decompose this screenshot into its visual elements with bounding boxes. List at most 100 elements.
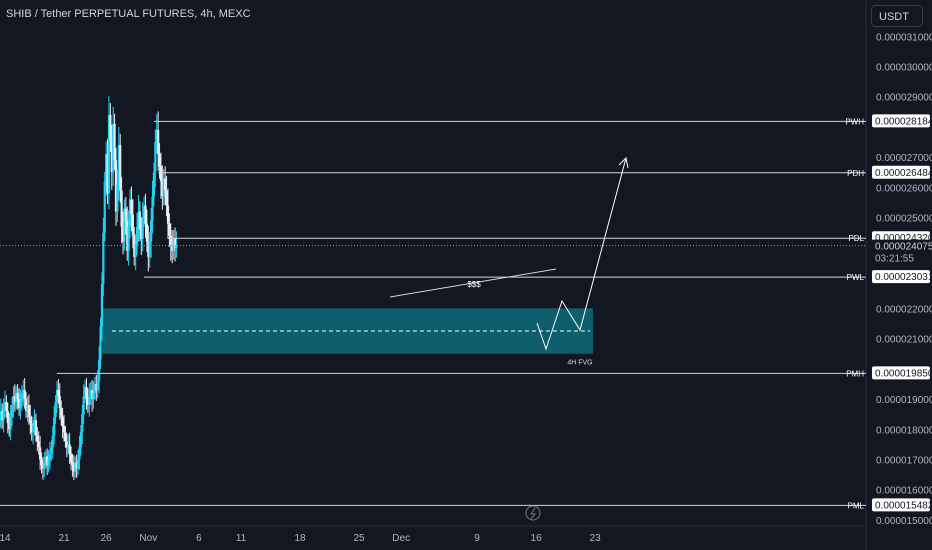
candle-body [67, 444, 70, 448]
candle-body [135, 226, 139, 245]
candle-body [151, 196, 154, 221]
candle-body [53, 417, 56, 436]
candle-body [137, 211, 140, 227]
countdown-timer: 03:21:55 [875, 254, 914, 265]
candle-body [39, 447, 42, 460]
candle-body [86, 399, 89, 406]
candle-body [76, 459, 80, 469]
candle-body [117, 145, 120, 185]
candle-body [0, 411, 2, 418]
candle-body [36, 435, 39, 442]
candle-body [157, 129, 160, 155]
y-tick-label: 0.000019000 [876, 395, 932, 406]
candle-body [142, 205, 146, 218]
candle-body [32, 426, 35, 433]
candle-body [55, 389, 59, 403]
candle-body [58, 396, 61, 409]
candle-body [24, 399, 28, 412]
candle-body [9, 417, 12, 430]
candle-body [150, 220, 153, 242]
level-price-badge [872, 270, 930, 284]
candle-body [6, 411, 9, 424]
y-tick-label: 0.000026000 [876, 183, 932, 194]
candle-body [168, 223, 171, 236]
candle-body [85, 386, 88, 400]
candle-body [161, 181, 164, 197]
candle-body [34, 420, 38, 436]
candle-body [64, 432, 67, 442]
candle-body [54, 402, 57, 418]
candle-body [33, 420, 36, 427]
candle-body [83, 386, 87, 397]
candle-body [162, 178, 165, 197]
candle-body [113, 123, 116, 161]
candle-body [71, 462, 74, 466]
candle-body [13, 396, 16, 403]
y-tick-label: 0.000022000 [876, 304, 932, 315]
candle-body [144, 205, 147, 224]
candle-body [3, 402, 7, 409]
candle-body [140, 229, 143, 239]
current-price-badge [872, 239, 930, 266]
x-tick-label: 18 [294, 533, 306, 544]
projected-path [536, 157, 627, 351]
candle-body [128, 199, 132, 227]
candle-body [23, 389, 26, 400]
candle-body [12, 396, 15, 406]
level-price-pdh: 0.000026484 [875, 168, 932, 179]
level-price-badge [872, 165, 930, 179]
candle-body [105, 154, 108, 182]
candle-body [121, 226, 125, 242]
candle-body [102, 232, 105, 285]
candle-body [131, 214, 134, 236]
candle-body [127, 226, 130, 251]
candle-body [44, 456, 47, 463]
candle-body [37, 441, 40, 448]
candle-body [166, 205, 170, 224]
lightning-icon[interactable] [525, 505, 541, 521]
candle-body [96, 380, 99, 390]
level-price-pmh: 0.000019850 [875, 368, 932, 379]
projected-arrow-icon [618, 156, 629, 169]
candle-body [106, 154, 109, 194]
candle-body [50, 447, 53, 454]
candle-body [110, 139, 113, 173]
symbol-title: SHIB / Tether PERPETUAL FUTURES, 4h, MEX… [6, 8, 251, 20]
y-tick-label: 0.000016000 [876, 486, 932, 497]
candle-body [43, 462, 46, 469]
candle-body [124, 208, 127, 221]
candle-body [158, 154, 161, 167]
level-name-pmh: PMH [846, 369, 864, 378]
candle-body [92, 392, 95, 400]
candle-body [48, 453, 52, 460]
currency-button[interactable]: USDT [871, 5, 923, 27]
candle-body [91, 389, 94, 400]
y-tick-label: 0.000018000 [876, 425, 932, 436]
candle-body [40, 459, 43, 466]
candle-body [130, 199, 133, 215]
candle-body [165, 190, 168, 206]
candle-body [60, 408, 63, 418]
x-tick-label: 9 [474, 533, 480, 544]
candle-body [152, 172, 156, 197]
candle-body [5, 402, 8, 412]
candle-body [41, 465, 45, 469]
y-tick-label: 0.000027000 [876, 153, 932, 164]
candle-body [17, 399, 21, 409]
candle-body [159, 166, 163, 182]
candle-body [78, 447, 81, 460]
x-tick-label: 23 [590, 533, 602, 544]
x-tick-label: 21 [58, 533, 70, 544]
candle-body [133, 235, 136, 257]
candle-body [119, 145, 122, 191]
level-price-pwl: 0.000023031 [875, 272, 932, 283]
candle-body [103, 181, 106, 233]
candle-body [30, 423, 33, 433]
lightning-bolt-glyph [530, 507, 537, 520]
candle-body [27, 405, 30, 418]
candle-body [95, 383, 98, 390]
level-price-pml: 0.000015482 [875, 500, 932, 511]
candle-body [120, 190, 123, 227]
level-name-pdh: PDH [847, 169, 864, 178]
